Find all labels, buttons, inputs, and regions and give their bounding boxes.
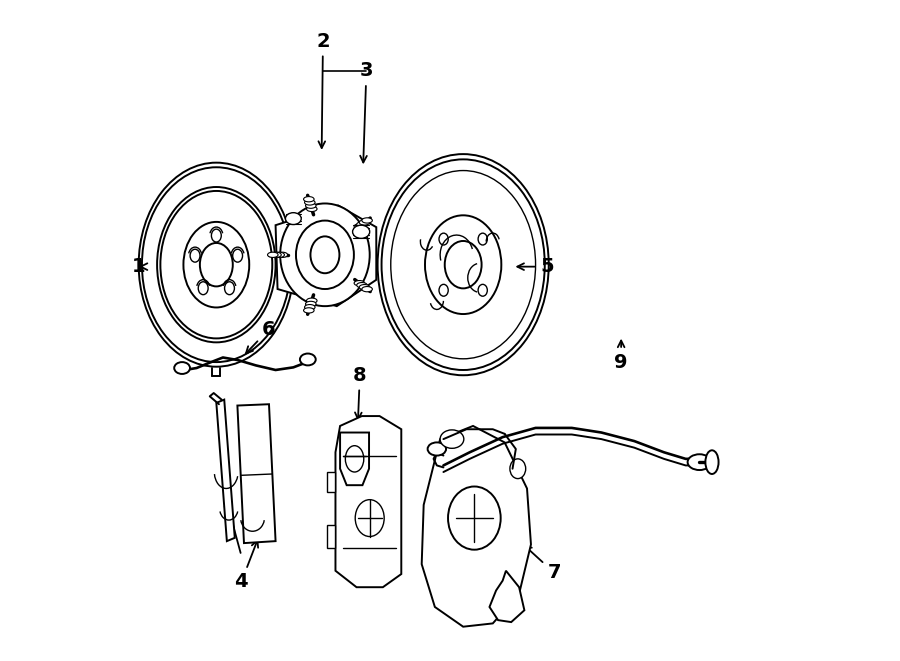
- Ellipse shape: [478, 284, 487, 296]
- Text: 2: 2: [316, 32, 329, 148]
- Ellipse shape: [362, 286, 373, 292]
- Text: 7: 7: [525, 546, 561, 582]
- Text: 9: 9: [615, 340, 628, 371]
- Polygon shape: [238, 405, 275, 543]
- Ellipse shape: [280, 204, 370, 306]
- Ellipse shape: [175, 362, 190, 374]
- Text: 6: 6: [246, 320, 275, 354]
- Ellipse shape: [356, 222, 367, 227]
- Ellipse shape: [478, 233, 487, 245]
- Ellipse shape: [307, 206, 317, 212]
- Ellipse shape: [267, 253, 278, 257]
- Polygon shape: [327, 472, 336, 492]
- Ellipse shape: [224, 282, 234, 295]
- Ellipse shape: [285, 213, 302, 225]
- Polygon shape: [216, 400, 235, 541]
- Ellipse shape: [190, 249, 200, 262]
- Text: 4: 4: [235, 540, 258, 592]
- Ellipse shape: [305, 301, 316, 307]
- Ellipse shape: [439, 233, 448, 245]
- Ellipse shape: [305, 203, 316, 208]
- Ellipse shape: [304, 200, 315, 205]
- Ellipse shape: [304, 305, 315, 310]
- Ellipse shape: [274, 253, 284, 257]
- Ellipse shape: [359, 220, 370, 225]
- Ellipse shape: [296, 221, 354, 289]
- Ellipse shape: [354, 280, 364, 286]
- Ellipse shape: [353, 225, 370, 239]
- Ellipse shape: [359, 284, 370, 290]
- Polygon shape: [275, 206, 376, 306]
- Ellipse shape: [277, 253, 288, 257]
- Ellipse shape: [510, 459, 526, 479]
- Polygon shape: [422, 426, 531, 627]
- Polygon shape: [327, 525, 336, 548]
- Ellipse shape: [271, 253, 282, 257]
- Ellipse shape: [362, 218, 373, 223]
- Ellipse shape: [354, 224, 364, 229]
- Polygon shape: [340, 432, 369, 485]
- Ellipse shape: [356, 282, 367, 288]
- Ellipse shape: [428, 442, 446, 455]
- Ellipse shape: [706, 450, 718, 474]
- Ellipse shape: [440, 430, 464, 448]
- Text: 5: 5: [518, 257, 554, 276]
- Ellipse shape: [198, 282, 208, 295]
- Text: 8: 8: [353, 366, 366, 419]
- Ellipse shape: [200, 243, 233, 286]
- Ellipse shape: [439, 284, 448, 296]
- Ellipse shape: [300, 354, 316, 366]
- Ellipse shape: [139, 163, 294, 367]
- Ellipse shape: [160, 191, 273, 338]
- Ellipse shape: [212, 229, 221, 242]
- Ellipse shape: [233, 249, 243, 262]
- Text: 1: 1: [132, 257, 148, 276]
- Ellipse shape: [303, 308, 314, 313]
- Polygon shape: [336, 416, 401, 587]
- Polygon shape: [490, 570, 525, 622]
- Ellipse shape: [378, 154, 549, 375]
- Ellipse shape: [688, 454, 711, 470]
- Ellipse shape: [310, 237, 339, 273]
- Ellipse shape: [448, 486, 500, 550]
- Ellipse shape: [445, 241, 482, 288]
- Ellipse shape: [307, 298, 317, 303]
- Ellipse shape: [303, 196, 314, 202]
- Text: 3: 3: [360, 61, 373, 163]
